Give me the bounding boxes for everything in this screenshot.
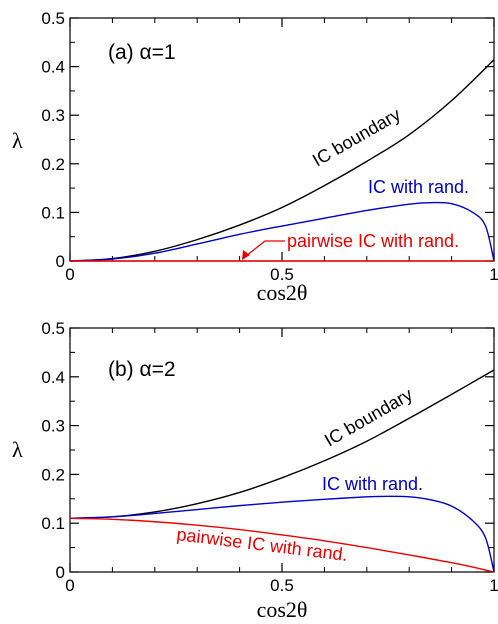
x-tick-label: 1 [489, 265, 498, 284]
x-tick-label: 0.5 [270, 576, 294, 595]
series-line-pairwise-ic-with-rand [69, 517, 495, 573]
annotation-arrow [245, 240, 285, 257]
annotation-ic-with-rand: IC with rand. [368, 177, 469, 197]
x-axis-label: cos2θ [257, 280, 308, 305]
y-tick-label: 0.5 [41, 319, 65, 338]
panel-label: (a) α=1 [108, 41, 176, 64]
x-tick-label: 0 [65, 576, 74, 595]
series-group [69, 369, 495, 573]
series-group [69, 59, 495, 262]
x-tick-label: 0.5 [270, 265, 294, 284]
series-line-ic-boundary [69, 59, 495, 262]
y-tick-label: 0.4 [41, 368, 65, 387]
y-tick-label: 0.1 [41, 514, 65, 533]
annotation-pairwise-ic: pairwise IC with rand. [287, 231, 459, 251]
series-line-ic-with-rand [69, 201, 495, 262]
y-tick-label: 0.2 [41, 155, 65, 174]
series-line-ic-boundary [69, 369, 495, 520]
y-tick-label: 0.1 [41, 203, 65, 222]
annotation-ic-with-rand: IC with rand. [322, 474, 423, 494]
annotation-arrowhead [242, 250, 250, 260]
x-tick-label: 0 [65, 265, 74, 284]
x-tick-label: 1 [489, 576, 498, 595]
annotation-pairwise-ic: pairwise IC with rand. [176, 524, 349, 565]
panel-label: (b) α=2 [108, 358, 176, 381]
x-axis-label: cos2θ [257, 597, 308, 622]
annotation-ic-boundary: IC boundary [309, 104, 404, 170]
axis-ticks: 0 0.1 0.2 0.3 0.4 0.5 0 0.5 1 [41, 319, 498, 595]
y-tick-label: 0.5 [41, 9, 65, 28]
y-axis-label: λ [12, 128, 23, 153]
series-line-ic-with-rand [69, 495, 495, 573]
axis-ticks: 0 0.1 0.2 0.3 0.4 0.5 0 0.5 1 [41, 9, 498, 284]
y-axis-label: λ [12, 437, 23, 462]
y-tick-label: 0.3 [41, 106, 65, 125]
chart-panel-a: 0 0.1 0.2 0.3 0.4 0.5 0 0.5 1 (a) α=1 λ cos2θ IC… [12, 9, 498, 305]
y-tick-label: 0.4 [41, 58, 65, 77]
y-tick-label: 0 [56, 563, 65, 582]
chart-panel-b: 0 0.1 0.2 0.3 0.4 0.5 0 0.5 1 (b) α=2 λ cos2θ IC… [12, 319, 498, 622]
y-tick-label: 0.2 [41, 465, 65, 484]
y-tick-label: 0.3 [41, 417, 65, 436]
y-tick-label: 0 [56, 252, 65, 271]
